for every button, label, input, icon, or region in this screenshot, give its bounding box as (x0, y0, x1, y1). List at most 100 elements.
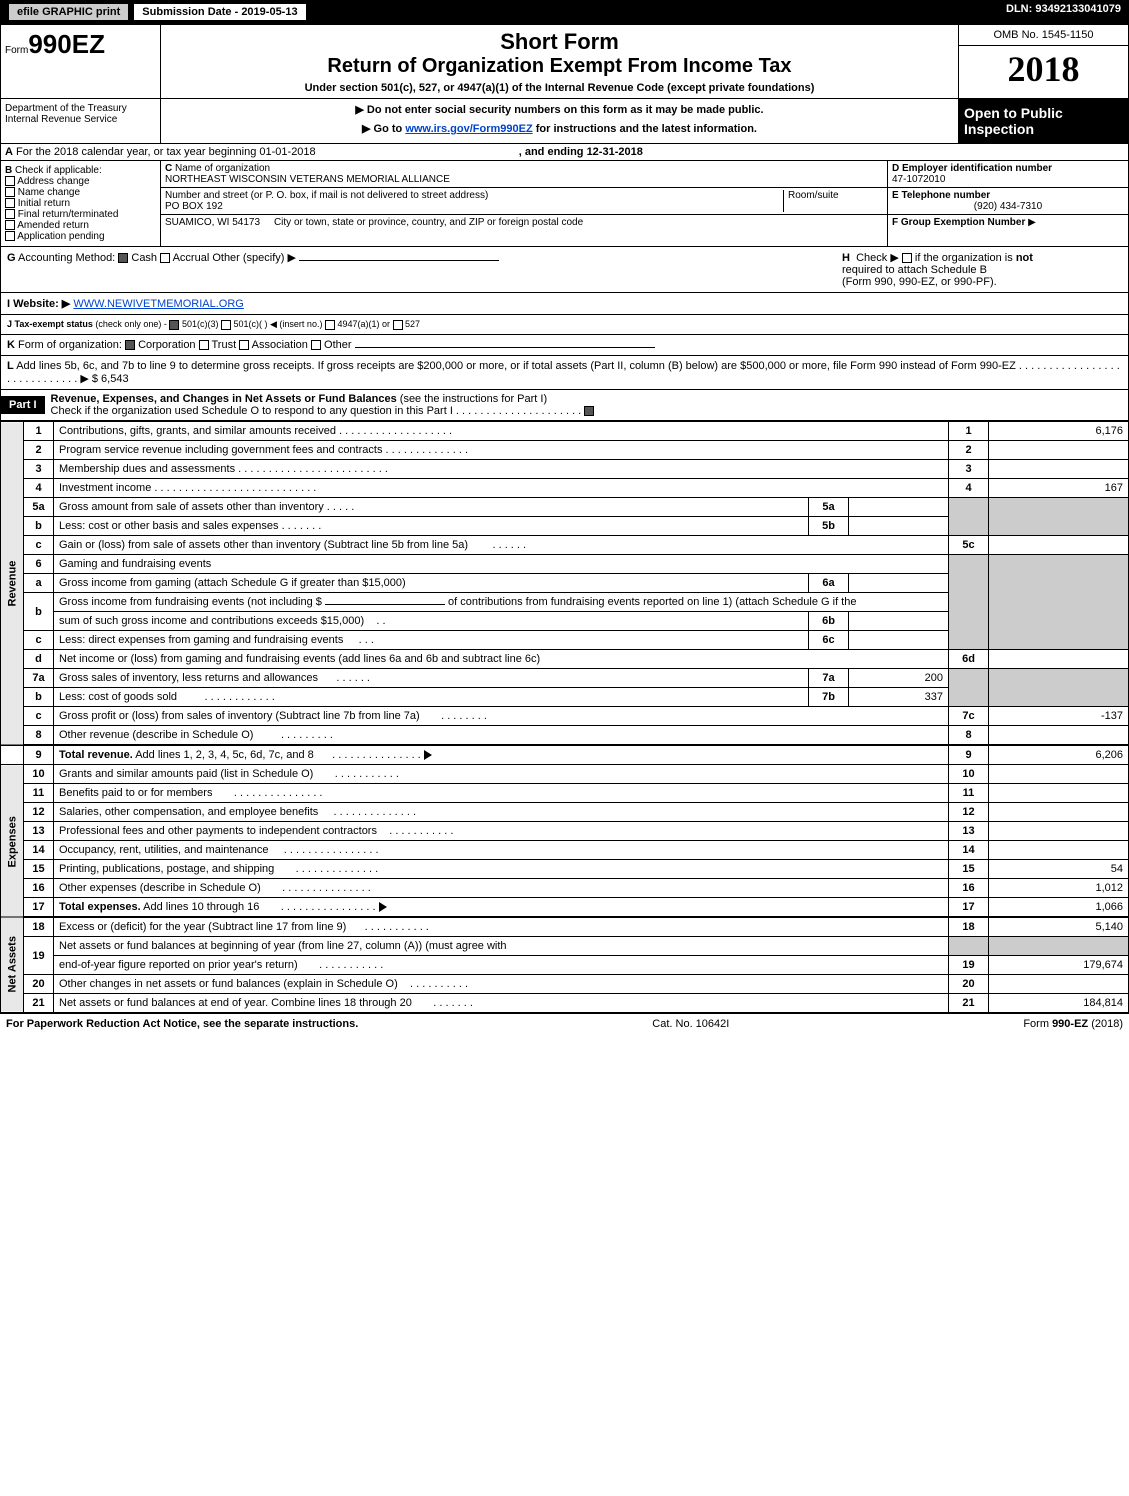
table-row: 4Investment income . . . . . . . . . . .… (1, 479, 1129, 498)
4947-check[interactable] (325, 320, 335, 330)
expenses-side-label: Expenses (1, 765, 24, 918)
table-row: 21Net assets or fund balances at end of … (1, 994, 1129, 1013)
street-address: PO BOX 192 (165, 201, 223, 212)
line21-amount: 184,814 (989, 994, 1129, 1013)
accrual-check[interactable] (160, 253, 170, 263)
table-row: end-of-year figure reported on prior yea… (1, 956, 1129, 975)
table-row: 16Other expenses (describe in Schedule O… (1, 879, 1129, 898)
line7b-amount: 337 (849, 688, 949, 707)
website-link[interactable]: WWW.NEWIVETMEMORIAL.ORG (73, 298, 244, 310)
form-number: 990EZ (28, 29, 105, 59)
form-prefix: Form (5, 45, 28, 56)
table-row: 14Occupancy, rent, utilities, and mainte… (1, 841, 1129, 860)
501c3-check[interactable] (169, 320, 179, 330)
netassets-side-label: Net Assets (1, 917, 24, 1013)
trust-check[interactable] (199, 340, 209, 350)
table-row: 15Printing, publications, postage, and s… (1, 860, 1129, 879)
table-row: cGross profit or (loss) from sales of in… (1, 707, 1129, 726)
table-row: cGain or (loss) from sale of assets othe… (1, 536, 1129, 555)
section-l: L Add lines 5b, 6c, and 7b to line 9 to … (0, 356, 1129, 390)
h-check[interactable] (902, 253, 912, 263)
app-pending-check[interactable] (5, 231, 15, 241)
table-row: 19Net assets or fund balances at beginni… (1, 937, 1129, 956)
form-version: Form 990-EZ (2018) (1023, 1018, 1123, 1030)
final-return-check[interactable] (5, 209, 15, 219)
section-a: A For the 2018 calendar year, or tax yea… (0, 144, 1129, 161)
efile-print-button[interactable]: efile GRAPHIC print (8, 3, 129, 21)
other-check[interactable] (311, 340, 321, 350)
section-b: B Check if applicable: Address change Na… (1, 161, 161, 246)
table-row: 7aGross sales of inventory, less returns… (1, 669, 1129, 688)
line19-amount: 179,674 (989, 956, 1129, 975)
501c-check[interactable] (221, 320, 231, 330)
revenue-side-label: Revenue (1, 422, 24, 746)
table-row: Revenue 1Contributions, gifts, grants, a… (1, 422, 1129, 441)
open-to-public: Open to Public Inspection (958, 99, 1128, 143)
section-k: K Form of organization: Corporation Trus… (0, 335, 1129, 356)
part1-header: Part I Revenue, Expenses, and Changes in… (0, 390, 1129, 421)
line7a-amount: 200 (849, 669, 949, 688)
header-row2: Department of the Treasury Internal Reve… (0, 99, 1129, 144)
table-row: 17Total expenses. Add lines 10 through 1… (1, 898, 1129, 918)
line4-amount: 167 (989, 479, 1129, 498)
line18-amount: 5,140 (989, 917, 1129, 937)
return-title: Return of Organization Exempt From Incom… (165, 55, 954, 78)
cash-check[interactable] (118, 253, 128, 263)
org-name: NORTHEAST WISCONSIN VETERANS MEMORIAL AL… (165, 174, 450, 185)
ssn-notice: ▶ Do not enter social security numbers o… (165, 103, 954, 116)
corp-check[interactable] (125, 340, 135, 350)
goto-notice: ▶ Go to www.irs.gov/Form990EZ for instru… (165, 122, 954, 135)
irs-label: Internal Revenue Service (5, 114, 156, 125)
arrow-icon (379, 902, 387, 912)
paperwork-notice: For Paperwork Reduction Act Notice, see … (6, 1018, 358, 1030)
arrow-icon (424, 750, 432, 760)
submission-date: Submission Date - 2019-05-13 (133, 3, 306, 21)
line9-amount: 6,206 (989, 745, 1129, 765)
amended-return-check[interactable] (5, 220, 15, 230)
cat-number: Cat. No. 10642I (652, 1018, 729, 1030)
table-row: Expenses 10Grants and similar amounts pa… (1, 765, 1129, 784)
phone-value: (920) 434-7310 (892, 201, 1124, 212)
section-gh: G Accounting Method: Cash Accrual Other … (0, 247, 1129, 293)
top-bar: efile GRAPHIC print Submission Date - 20… (0, 0, 1129, 24)
line7c-amount: -137 (989, 707, 1129, 726)
ein-value: 47-1072010 (892, 174, 945, 185)
section-c: C Name of organization NORTHEAST WISCONS… (161, 161, 888, 246)
table-row: dNet income or (loss) from gaming and fu… (1, 650, 1129, 669)
527-check[interactable] (393, 320, 403, 330)
footer: For Paperwork Reduction Act Notice, see … (0, 1013, 1129, 1034)
line17-amount: 1,066 (989, 898, 1129, 918)
table-row: 6Gaming and fundraising events (1, 555, 1129, 574)
tax-year: 2018 (959, 46, 1128, 92)
initial-return-check[interactable] (5, 198, 15, 208)
line1-amount: 6,176 (989, 422, 1129, 441)
table-row: 12Salaries, other compensation, and empl… (1, 803, 1129, 822)
schedule-o-check[interactable] (584, 406, 594, 416)
line16-amount: 1,012 (989, 879, 1129, 898)
short-form-title: Short Form (165, 29, 954, 55)
table-row: 9Total revenue. Add lines 1, 2, 3, 4, 5c… (1, 745, 1129, 765)
section-i: I Website: ▶ WWW.NEWIVETMEMORIAL.ORG (0, 293, 1129, 315)
info-grid: B Check if applicable: Address change Na… (0, 161, 1129, 247)
table-row: Net Assets 18Excess or (deficit) for the… (1, 917, 1129, 937)
irs-link[interactable]: www.irs.gov/Form990EZ (405, 123, 532, 135)
dept-treasury: Department of the Treasury (5, 103, 156, 114)
table-row: 11Benefits paid to or for members . . . … (1, 784, 1129, 803)
name-change-check[interactable] (5, 187, 15, 197)
section-j: J Tax-exempt status (check only one) - 5… (0, 315, 1129, 335)
table-row: 3Membership dues and assessments . . . .… (1, 460, 1129, 479)
form-header: Form990EZ Short Form Return of Organizat… (0, 24, 1129, 99)
assoc-check[interactable] (239, 340, 249, 350)
omb-number: OMB No. 1545-1150 (959, 25, 1128, 46)
line15-amount: 54 (989, 860, 1129, 879)
city-value: SUAMICO, WI 54173 (165, 217, 260, 228)
dln-number: DLN: 93492133041079 (998, 0, 1129, 24)
address-change-check[interactable] (5, 176, 15, 186)
section-d: D Employer identification number 47-1072… (888, 161, 1128, 246)
room-suite: Room/suite (783, 190, 883, 212)
lines-table: Revenue 1Contributions, gifts, grants, a… (0, 421, 1129, 1013)
table-row: 20Other changes in net assets or fund ba… (1, 975, 1129, 994)
gross-receipts: ▶ $ 6,543 (80, 373, 128, 385)
subtitle: Under section 501(c), 527, or 4947(a)(1)… (165, 82, 954, 94)
table-row: 8Other revenue (describe in Schedule O) … (1, 726, 1129, 746)
